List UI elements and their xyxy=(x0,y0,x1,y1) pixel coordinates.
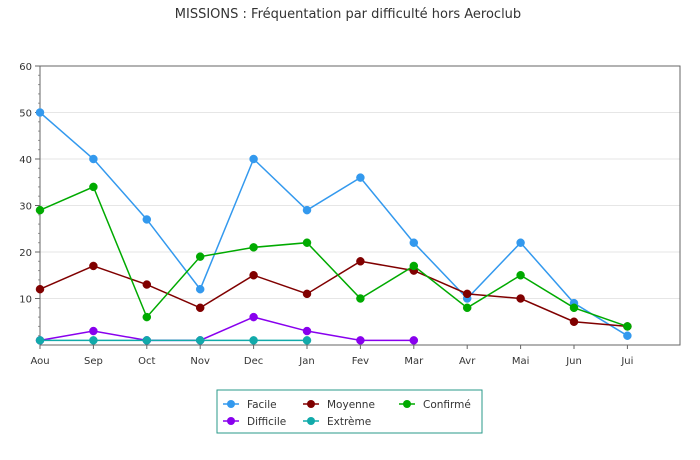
legend-swatch-marker xyxy=(403,400,411,408)
data-point xyxy=(35,284,45,294)
data-point xyxy=(195,252,205,261)
data-point xyxy=(35,108,45,117)
legend-swatch-marker xyxy=(227,417,235,425)
data-point xyxy=(462,289,472,299)
data-point xyxy=(142,215,152,224)
y-tick-label: 40 xyxy=(19,155,32,166)
series-line xyxy=(39,111,628,337)
axes: 10 20 30 40 50 60 Aou Sep Oct Nov Dec Jan Fev Mar Avr M… xyxy=(19,62,681,367)
series-1 xyxy=(35,257,632,331)
data-point xyxy=(249,336,258,345)
data-point xyxy=(302,336,312,345)
data-point xyxy=(302,205,312,215)
y-tick-label: 50 xyxy=(19,109,32,120)
legend: Facile Moyenne Confirmé Difficile Extrème xyxy=(216,389,483,434)
x-tick-label: Mar xyxy=(404,356,424,367)
x-tick-label: Nov xyxy=(190,356,210,367)
legend-label: Extrème xyxy=(327,416,371,428)
legend-swatch-marker xyxy=(227,400,235,408)
x-tick-label: Aou xyxy=(30,356,49,367)
data-point xyxy=(623,331,632,340)
data-point xyxy=(302,326,312,336)
series-line xyxy=(39,316,414,342)
data-point xyxy=(35,205,45,215)
x-tick-label: Mai xyxy=(512,356,530,367)
data-point xyxy=(142,312,152,322)
data-point xyxy=(409,336,419,345)
legend-item: Facile xyxy=(223,399,277,411)
data-point xyxy=(89,182,98,192)
x-tick-label: Jun xyxy=(565,356,582,367)
data-point xyxy=(462,303,472,313)
data-point xyxy=(249,243,258,252)
data-point xyxy=(195,284,205,294)
legend-item: Extrème xyxy=(303,416,371,428)
data-point xyxy=(195,336,205,345)
x-tick-label: Oct xyxy=(138,356,155,367)
x-tick-label: Dec xyxy=(244,356,263,367)
data-point xyxy=(516,294,525,303)
data-point xyxy=(302,238,312,247)
data-point xyxy=(516,238,525,247)
data-point xyxy=(409,238,419,247)
y-tick-label: 20 xyxy=(19,248,32,259)
legend-item: Confirmé xyxy=(399,399,471,411)
series-2 xyxy=(35,182,632,331)
data-point xyxy=(249,271,258,280)
legend-label: Confirmé xyxy=(423,399,471,411)
x-tick-label: Avr xyxy=(459,356,476,367)
legend-label: Facile xyxy=(247,399,277,411)
series-layer xyxy=(35,108,632,345)
data-point xyxy=(409,261,419,271)
data-point xyxy=(356,173,365,182)
legend-item: Difficile xyxy=(223,416,286,428)
data-point xyxy=(249,154,258,164)
x-tick-label: Fev xyxy=(352,356,369,367)
series-line xyxy=(39,185,628,328)
data-point xyxy=(195,303,205,313)
legend-box xyxy=(216,389,483,434)
data-point xyxy=(356,294,365,303)
data-point xyxy=(89,261,98,271)
series-4 xyxy=(35,336,312,345)
data-point xyxy=(623,322,632,331)
x-tick-label: Sep xyxy=(84,356,103,367)
data-point xyxy=(569,303,579,313)
gridlines xyxy=(40,65,680,345)
data-point xyxy=(89,336,98,345)
data-point xyxy=(89,326,98,336)
data-point xyxy=(356,336,365,345)
y-tick-label: 30 xyxy=(19,202,32,213)
data-point xyxy=(569,317,579,326)
data-point xyxy=(516,271,525,280)
data-point xyxy=(142,280,152,289)
data-point xyxy=(142,336,152,345)
data-point xyxy=(302,289,312,299)
legend-item: Moyenne xyxy=(303,399,375,411)
legend-label: Difficile xyxy=(247,416,286,428)
x-tick-label: Jan xyxy=(298,356,314,367)
y-tick-label: 10 xyxy=(19,295,32,306)
data-point xyxy=(356,257,365,266)
legend-label: Moyenne xyxy=(327,399,375,411)
y-tick-label: 60 xyxy=(19,62,32,73)
chart-title: MISSIONS : Fréquentation par difficulté … xyxy=(175,7,521,22)
series-line xyxy=(39,260,628,328)
data-point xyxy=(35,336,45,345)
data-point xyxy=(249,312,258,322)
legend-swatch-marker xyxy=(307,400,315,408)
legend-swatch-marker xyxy=(307,417,315,425)
x-tick-label: Jui xyxy=(620,356,633,367)
data-point xyxy=(89,154,98,164)
